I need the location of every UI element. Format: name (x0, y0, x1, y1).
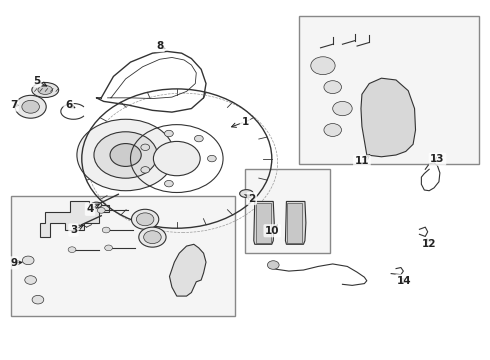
Text: 4: 4 (86, 204, 94, 214)
Circle shape (68, 247, 76, 252)
Text: 2: 2 (248, 194, 255, 203)
Text: 6: 6 (65, 100, 72, 110)
Circle shape (77, 119, 174, 191)
Circle shape (139, 227, 166, 247)
Circle shape (165, 130, 173, 137)
Circle shape (141, 144, 149, 150)
Text: 13: 13 (430, 154, 445, 164)
Circle shape (324, 81, 342, 94)
Circle shape (144, 231, 161, 244)
Circle shape (165, 180, 173, 187)
Text: 7: 7 (10, 100, 17, 110)
Text: 3: 3 (70, 225, 77, 235)
Circle shape (324, 123, 342, 136)
Text: 9: 9 (10, 258, 17, 268)
Ellipse shape (240, 190, 253, 198)
Circle shape (102, 227, 110, 233)
Circle shape (141, 167, 149, 173)
Circle shape (25, 276, 36, 284)
Circle shape (311, 57, 335, 75)
Bar (245, 169, 330, 253)
Polygon shape (170, 244, 206, 296)
Text: 12: 12 (422, 239, 437, 249)
Polygon shape (254, 202, 274, 244)
Text: 1: 1 (242, 117, 248, 127)
Text: 5: 5 (33, 76, 40, 86)
Polygon shape (286, 202, 306, 244)
Circle shape (268, 261, 279, 269)
Text: 11: 11 (355, 157, 369, 166)
Circle shape (136, 213, 154, 226)
Circle shape (207, 156, 216, 162)
Circle shape (22, 100, 39, 113)
Circle shape (94, 132, 157, 178)
Polygon shape (361, 78, 416, 157)
Circle shape (131, 209, 159, 229)
Ellipse shape (38, 86, 52, 94)
Circle shape (15, 95, 46, 118)
Circle shape (23, 256, 34, 265)
Circle shape (153, 141, 200, 176)
Text: 10: 10 (265, 226, 279, 236)
Circle shape (195, 135, 203, 142)
Ellipse shape (32, 82, 59, 98)
Polygon shape (40, 202, 109, 237)
Circle shape (32, 296, 44, 304)
Circle shape (110, 144, 141, 166)
Bar (298, 16, 479, 164)
Circle shape (333, 102, 352, 116)
Circle shape (105, 245, 113, 251)
Circle shape (98, 207, 105, 213)
Text: 8: 8 (156, 41, 163, 51)
Ellipse shape (91, 202, 102, 208)
Bar (11, 196, 235, 316)
Polygon shape (288, 203, 302, 243)
Polygon shape (256, 203, 271, 243)
Text: 14: 14 (396, 276, 411, 286)
